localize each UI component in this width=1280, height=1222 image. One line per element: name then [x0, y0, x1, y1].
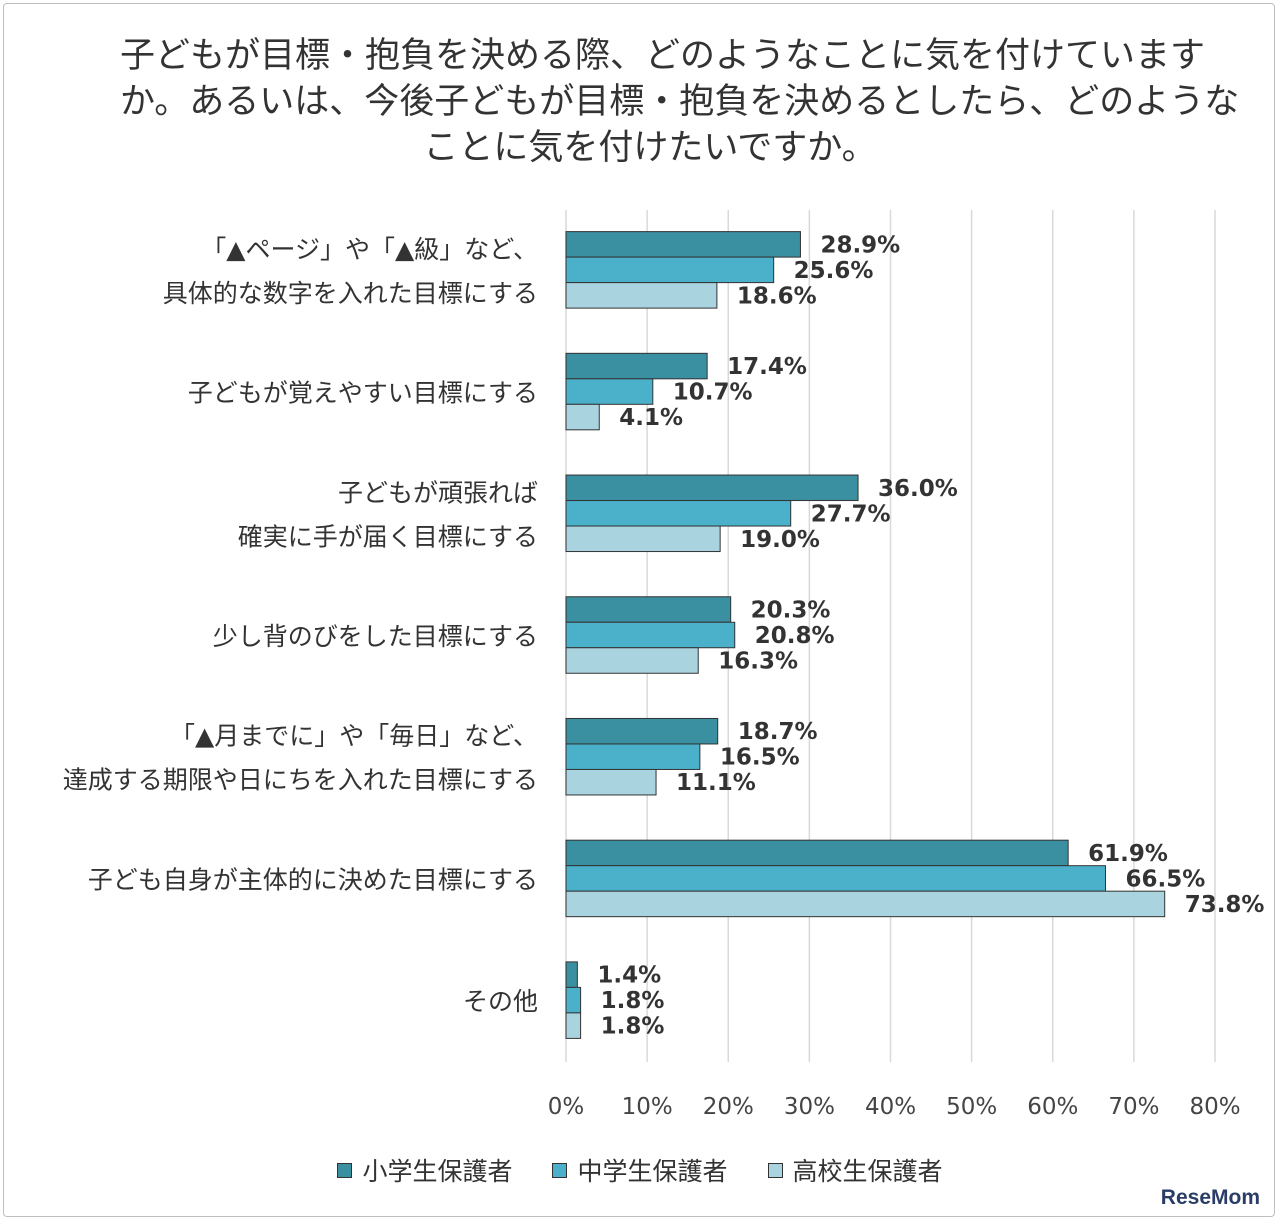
bar	[565, 768, 657, 796]
data-label: 1.4%	[597, 963, 661, 989]
category-label: 少し背のびをした目標にする	[213, 622, 538, 651]
chart-title-line-1: 子どもが目標・抱負を決める際、どのようなことに気を付けています	[120, 36, 1206, 76]
bar	[565, 865, 1106, 892]
legend-label-high-school: 高校生保護者	[792, 1157, 943, 1186]
bar	[565, 621, 736, 649]
x-tick-label: 20%	[703, 1094, 754, 1120]
category-label: 確実に手が届く目標にする	[238, 522, 538, 551]
bar	[565, 890, 1166, 918]
chart-frame	[3, 3, 1275, 1217]
category-label: 具体的な数字を入れた目標にする	[163, 279, 538, 308]
category-label: 子どもが覚えやすい目標にする	[188, 379, 538, 408]
bar	[565, 986, 582, 1014]
bar	[565, 743, 701, 770]
x-tick-label: 50%	[946, 1094, 997, 1120]
chart-title-line-3: ことに気を付けたいですか。	[423, 128, 877, 168]
legend-item-elementary: 小学生保護者	[337, 1152, 512, 1188]
bar	[565, 525, 721, 553]
bar	[565, 961, 578, 988]
legend-item-junior-high: 中学生保護者	[552, 1152, 728, 1188]
bar	[565, 231, 801, 258]
category-label: 「▲月までに」や「毎日」など、	[170, 722, 538, 751]
legend-swatch-elementary	[337, 1162, 353, 1178]
bar	[565, 378, 654, 405]
category-label: 子どもが頑張れば	[338, 478, 538, 507]
x-tick-label: 0%	[548, 1094, 585, 1120]
category-label: その他	[463, 987, 538, 1016]
data-label: 61.9%	[1088, 841, 1168, 867]
bar	[565, 352, 708, 380]
bar	[565, 717, 719, 745]
legend-item-high-school: 高校生保護者	[767, 1152, 943, 1188]
chart-title-line-2: か。あるいは、今後子どもが目標・抱負を決めるとしたら、どのような	[120, 82, 1240, 122]
data-label: 27.7%	[811, 501, 891, 527]
category-label: 達成する期限や日にちを入れた目標にする	[63, 766, 538, 795]
resemom-logo: ReseMom	[1160, 1186, 1260, 1209]
x-tick-label: 60%	[1027, 1094, 1078, 1120]
legend-swatch-junior-high	[552, 1162, 568, 1178]
data-label: 20.3%	[751, 598, 831, 624]
data-label: 18.7%	[738, 719, 818, 745]
data-label: 1.8%	[601, 988, 665, 1014]
data-label: 66.5%	[1125, 866, 1205, 892]
bar	[565, 839, 1069, 867]
legend-swatch-high-school	[767, 1162, 783, 1178]
bar	[565, 1012, 582, 1039]
bar	[565, 403, 600, 431]
bar	[565, 500, 792, 527]
data-label: 20.8%	[755, 623, 835, 649]
bar	[565, 596, 732, 623]
data-label: 17.4%	[727, 354, 807, 380]
data-label: 1.8%	[601, 1014, 665, 1040]
data-label: 25.6%	[794, 258, 874, 284]
legend: 小学生保護者 中学生保護者 高校生保護者	[0, 1150, 1280, 1190]
data-label: 4.1%	[619, 405, 683, 431]
bar	[565, 256, 775, 284]
legend-label-junior-high: 中学生保護者	[577, 1157, 728, 1186]
x-tick-label: 10%	[622, 1094, 673, 1120]
x-tick-label: 40%	[865, 1094, 916, 1120]
bar	[565, 282, 718, 309]
data-label: 16.5%	[720, 745, 800, 771]
legend-label-elementary: 小学生保護者	[362, 1157, 513, 1186]
category-label: 子ども自身が主体的に決めた目標にする	[88, 865, 538, 894]
data-label: 73.8%	[1185, 892, 1265, 918]
data-label: 19.0%	[740, 527, 820, 553]
bar	[565, 474, 859, 502]
data-label: 16.3%	[718, 649, 798, 675]
x-tick-label: 70%	[1108, 1094, 1159, 1120]
data-label: 11.1%	[676, 770, 756, 796]
data-label: 28.9%	[820, 232, 900, 258]
x-tick-label: 30%	[784, 1094, 835, 1120]
data-label: 10.7%	[673, 380, 753, 406]
category-label: 「▲ページ」や「▲級」など、	[201, 235, 538, 264]
x-tick-label: 80%	[1189, 1094, 1240, 1120]
data-label: 18.6%	[737, 283, 817, 309]
data-label: 36.0%	[878, 476, 958, 502]
bar	[565, 647, 699, 674]
